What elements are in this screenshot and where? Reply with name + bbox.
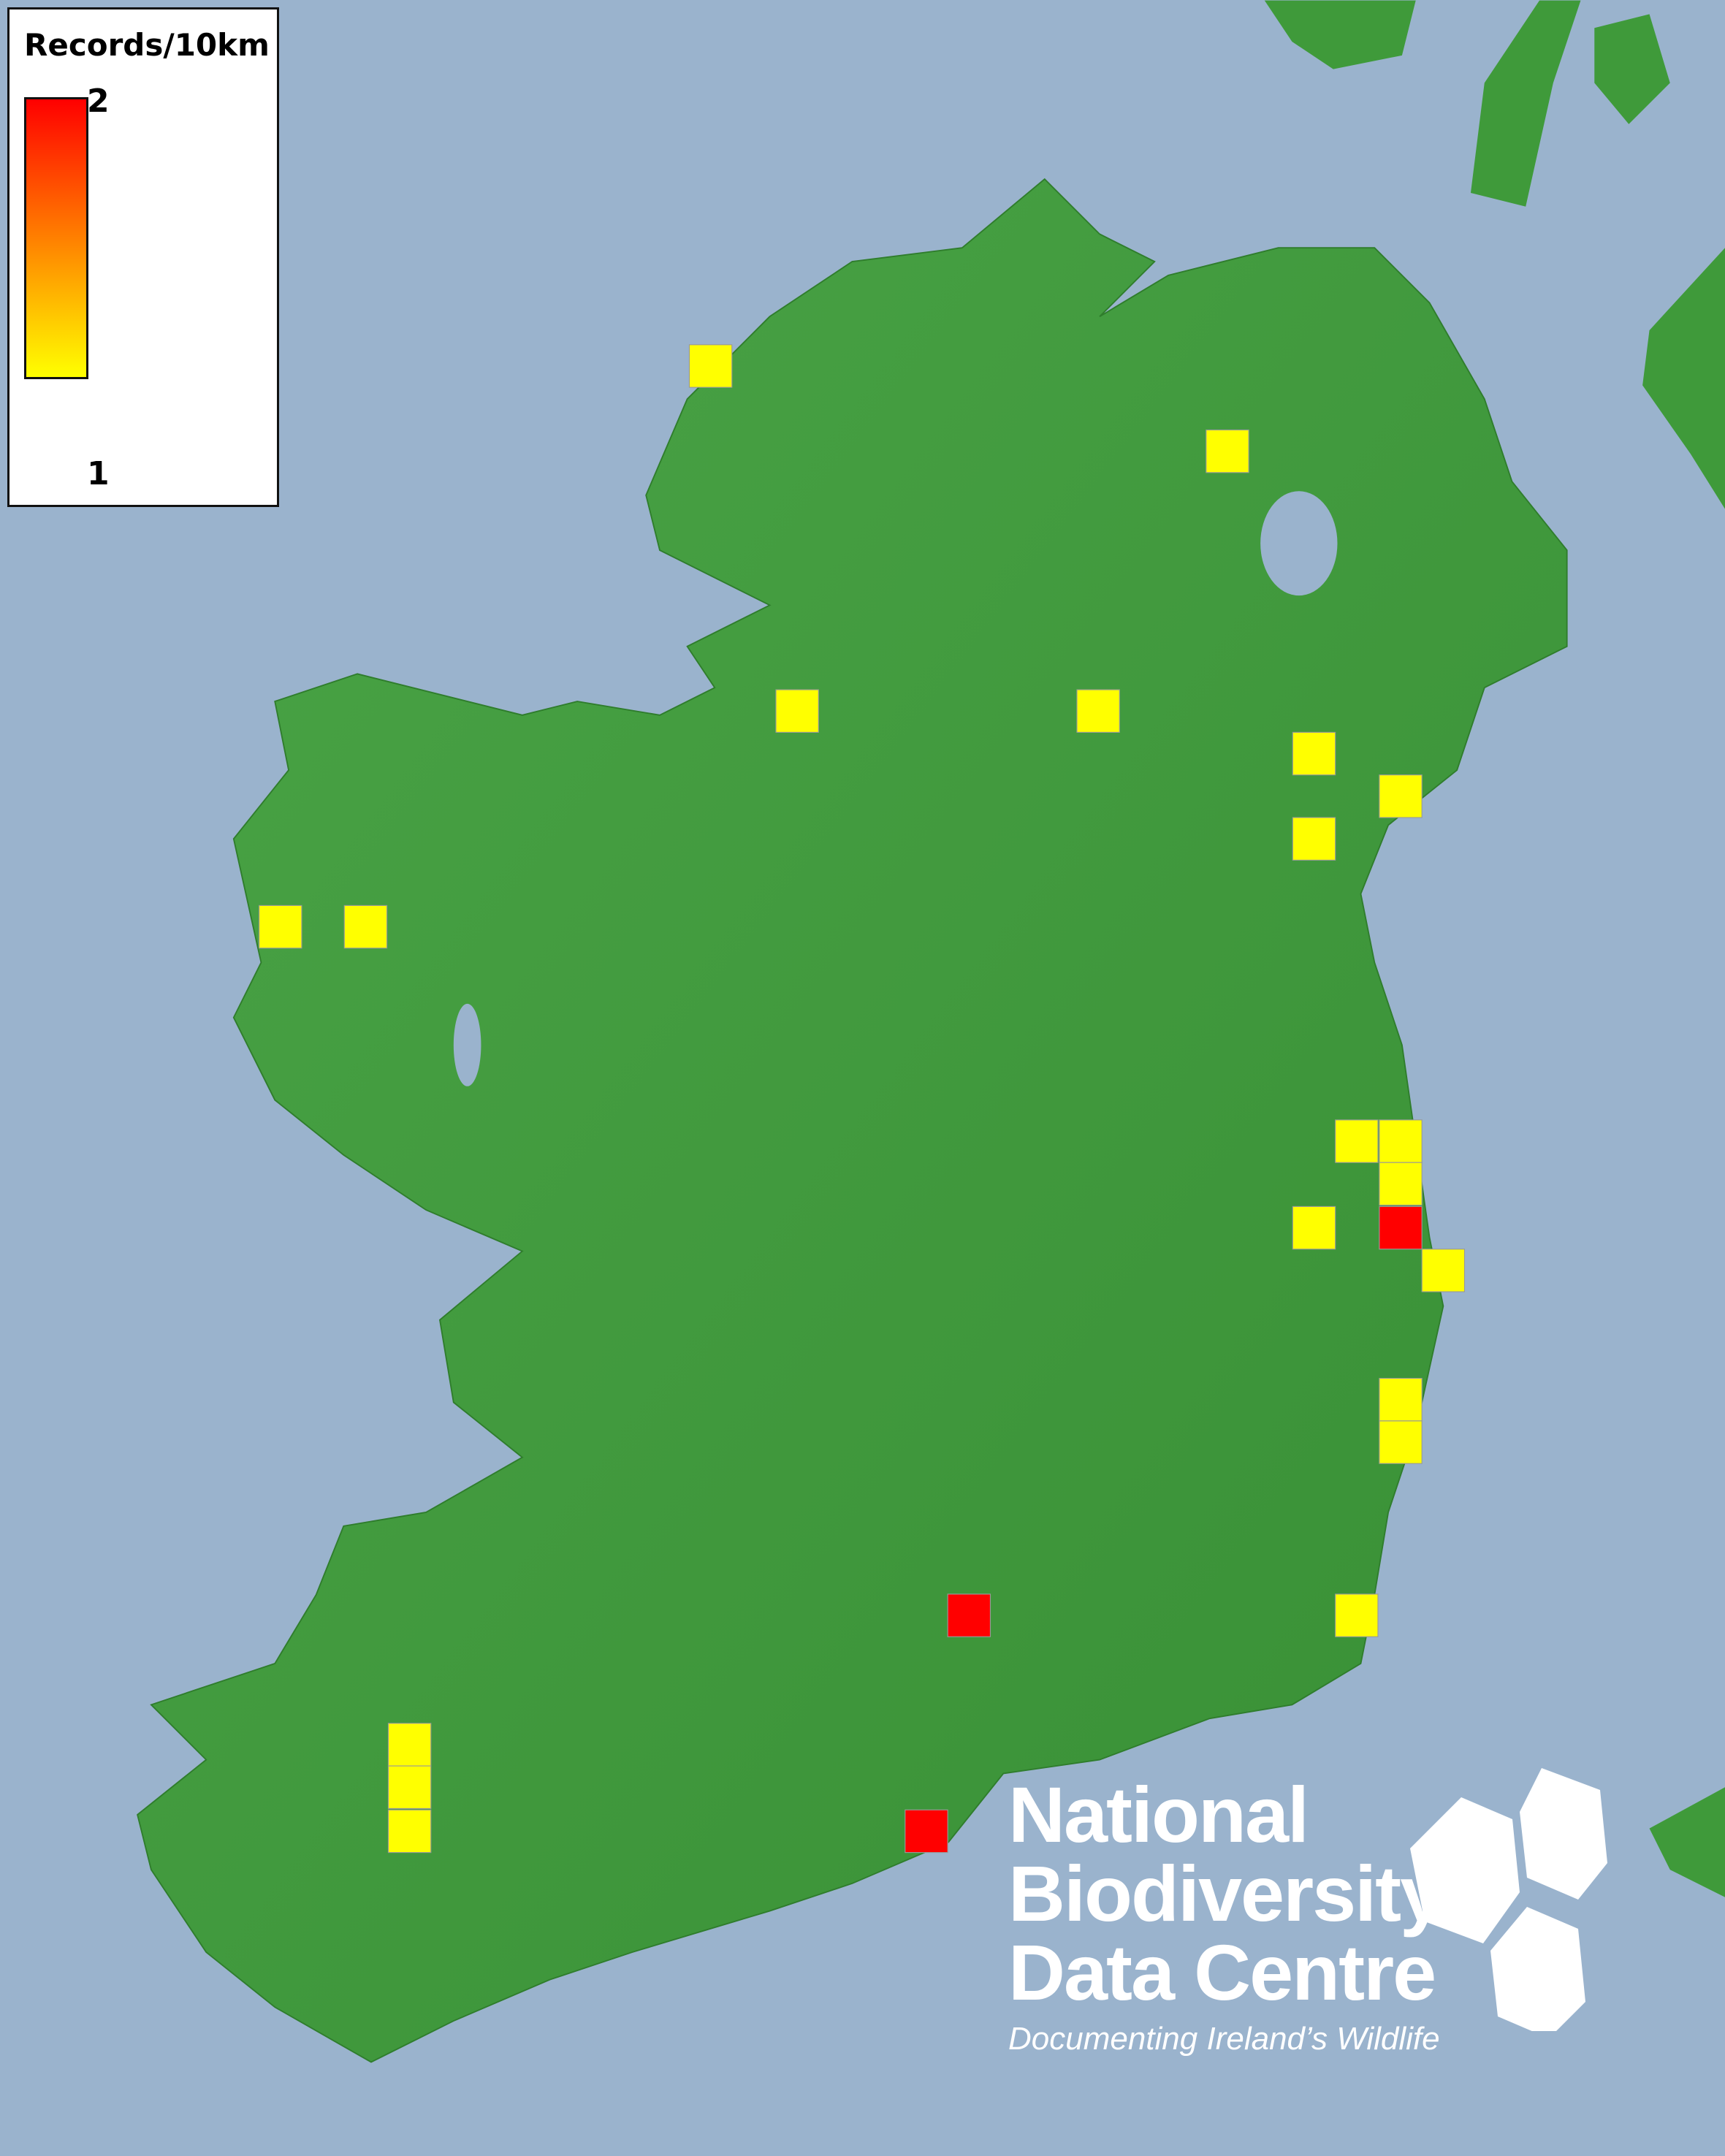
legend-color-bar bbox=[24, 97, 88, 379]
record-square bbox=[1379, 1119, 1423, 1163]
lough-neagh bbox=[1260, 491, 1338, 596]
record-square bbox=[1076, 689, 1120, 733]
record-square bbox=[775, 689, 819, 733]
record-square bbox=[1421, 1249, 1466, 1292]
record-square bbox=[1292, 1205, 1336, 1250]
record-square bbox=[1379, 1205, 1423, 1250]
record-square bbox=[1379, 1420, 1423, 1464]
record-square bbox=[1379, 774, 1423, 818]
logo-line-1: National bbox=[1008, 1770, 1309, 1859]
lough-corrib bbox=[453, 1003, 481, 1086]
record-square bbox=[387, 1723, 432, 1767]
ireland-landmass bbox=[137, 178, 1568, 2063]
record-square bbox=[1335, 1119, 1379, 1163]
logo-line-3: Data Centre bbox=[1008, 1928, 1436, 2016]
legend: Records/10km 2 1 bbox=[7, 7, 279, 507]
record-square bbox=[343, 904, 388, 949]
logo-line-2: Biodiversity bbox=[1008, 1849, 1444, 1938]
nbdc-logo: National Biodiversity Data Centre Docume… bbox=[1008, 1770, 1444, 2057]
legend-title: Records/10km bbox=[24, 27, 270, 63]
legend-min-label: 1 bbox=[87, 455, 110, 492]
record-square bbox=[387, 1765, 432, 1809]
record-square bbox=[1379, 1377, 1423, 1422]
record-squares bbox=[259, 344, 1466, 1854]
record-square bbox=[1292, 731, 1336, 776]
record-square bbox=[1206, 429, 1249, 473]
record-square bbox=[947, 1593, 991, 1637]
record-square bbox=[688, 344, 733, 388]
record-square bbox=[905, 1809, 948, 1854]
legend-max-label: 2 bbox=[87, 83, 110, 120]
logo-tagline: Documenting Ireland’s Wildlife bbox=[1008, 2021, 1440, 2057]
record-square bbox=[1335, 1593, 1379, 1637]
record-square bbox=[387, 1809, 432, 1854]
record-square bbox=[1379, 1162, 1423, 1206]
record-square bbox=[1292, 817, 1336, 861]
record-square bbox=[259, 904, 302, 949]
logo-hexagons-icon bbox=[1410, 1768, 1607, 2031]
